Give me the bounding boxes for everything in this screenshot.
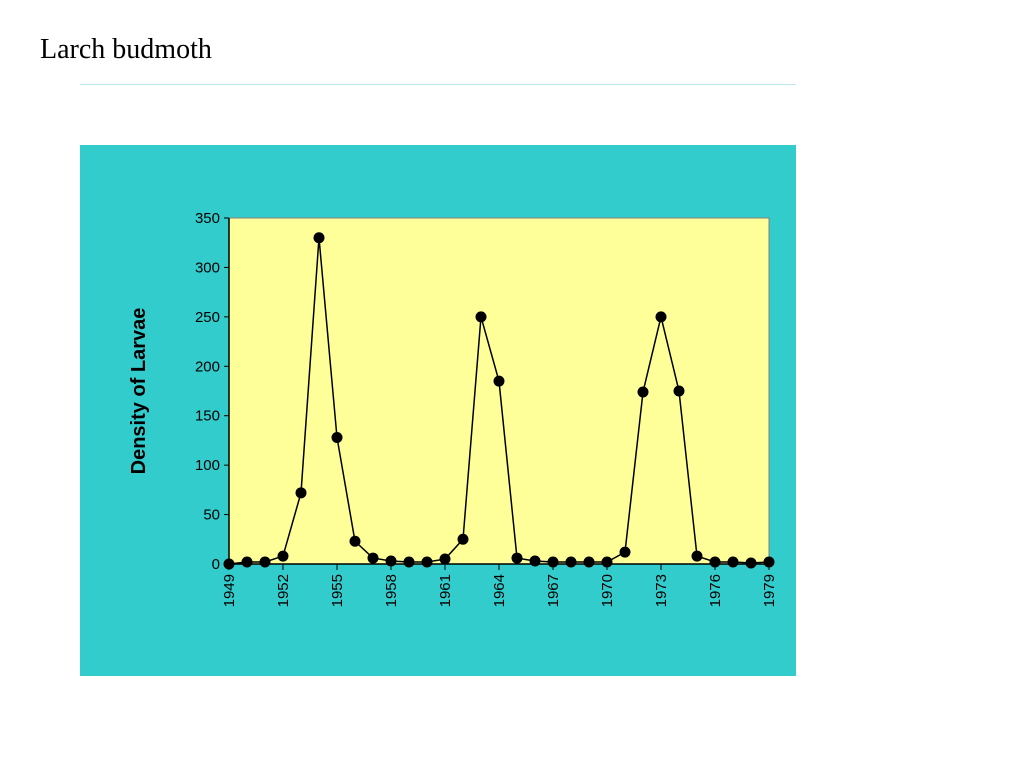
data-point (457, 533, 469, 545)
x-tick-label: 1949 (221, 574, 238, 607)
x-tick-label: 1970 (599, 574, 616, 607)
data-point (763, 556, 775, 568)
y-tick-label: 200 (195, 358, 220, 375)
x-tick-label: 1979 (761, 574, 778, 607)
data-point (727, 556, 739, 568)
data-point (745, 557, 757, 569)
data-point (565, 556, 577, 568)
data-point (493, 375, 505, 387)
x-tick-label: 1958 (383, 574, 400, 607)
data-point (421, 556, 433, 568)
y-tick-label: 300 (195, 259, 220, 276)
data-point (673, 385, 685, 397)
y-tick-label: 100 (195, 457, 220, 474)
x-tick-label: 1967 (545, 574, 562, 607)
x-tick-label: 1961 (437, 574, 454, 607)
x-tick-label: 1964 (491, 574, 508, 607)
data-point (295, 487, 307, 499)
data-point (223, 558, 235, 570)
x-tick-label: 1976 (707, 574, 724, 607)
data-point (547, 556, 559, 568)
data-point (241, 556, 253, 568)
x-tick-label: 1973 (653, 574, 670, 607)
data-point (475, 311, 487, 323)
slide-title: Larch budmoth (40, 34, 212, 65)
data-point (367, 552, 379, 564)
data-point (709, 556, 721, 568)
y-tick-label: 250 (195, 309, 220, 326)
data-point (511, 552, 523, 564)
data-point (529, 555, 541, 567)
data-point (349, 535, 361, 547)
plot-area (228, 217, 770, 565)
data-point (583, 556, 595, 568)
data-point (259, 556, 271, 568)
data-point (655, 311, 667, 323)
data-point (691, 550, 703, 562)
data-point (439, 553, 451, 565)
y-tick-label: 50 (203, 507, 220, 524)
data-point (277, 550, 289, 562)
data-point (601, 556, 613, 568)
data-point (331, 431, 343, 443)
data-point (637, 386, 649, 398)
y-tick-label: 350 (195, 210, 220, 227)
data-point (619, 546, 631, 558)
x-tick-label: 1952 (275, 574, 292, 607)
data-point (403, 556, 415, 568)
y-axis-label: Density of Larvae (128, 308, 150, 475)
plot: 0 50 100 150 200 250 300 350 1949 1952 1955 1958 196… (195, 210, 778, 607)
data-point (385, 555, 397, 567)
y-tick-label: 150 (195, 408, 220, 425)
y-tick-label: 0 (212, 556, 220, 573)
data-point (313, 232, 325, 244)
x-tick-label: 1955 (329, 574, 346, 607)
